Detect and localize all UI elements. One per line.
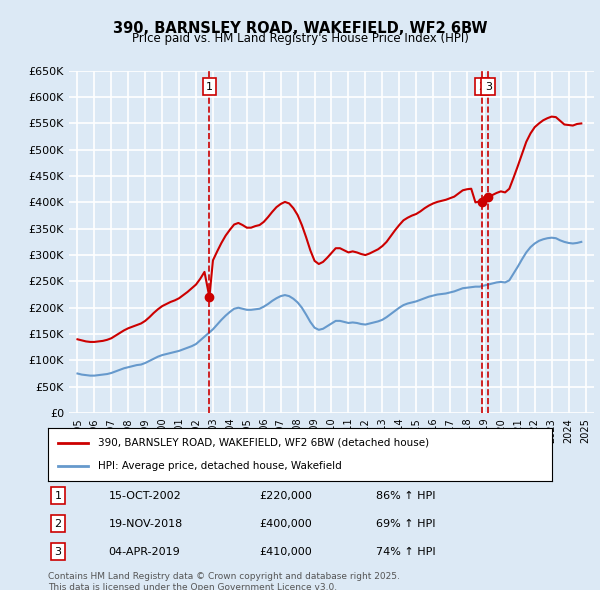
Text: 86% ↑ HPI: 86% ↑ HPI — [376, 491, 435, 501]
Text: £400,000: £400,000 — [260, 519, 313, 529]
Text: 2: 2 — [55, 519, 62, 529]
Text: 3: 3 — [55, 546, 62, 556]
Text: Price paid vs. HM Land Registry's House Price Index (HPI): Price paid vs. HM Land Registry's House … — [131, 32, 469, 45]
Text: £410,000: £410,000 — [260, 546, 313, 556]
Text: 1: 1 — [55, 491, 62, 501]
Text: 1: 1 — [206, 81, 213, 91]
Text: HPI: Average price, detached house, Wakefield: HPI: Average price, detached house, Wake… — [98, 461, 342, 471]
Text: 69% ↑ HPI: 69% ↑ HPI — [376, 519, 435, 529]
Text: £220,000: £220,000 — [260, 491, 313, 501]
Text: 19-NOV-2018: 19-NOV-2018 — [109, 519, 183, 529]
Text: 2: 2 — [478, 81, 485, 91]
Text: 15-OCT-2002: 15-OCT-2002 — [109, 491, 181, 501]
Text: 3: 3 — [485, 81, 492, 91]
Text: 390, BARNSLEY ROAD, WAKEFIELD, WF2 6BW (detached house): 390, BARNSLEY ROAD, WAKEFIELD, WF2 6BW (… — [98, 438, 430, 448]
Text: Contains HM Land Registry data © Crown copyright and database right 2025.
This d: Contains HM Land Registry data © Crown c… — [48, 572, 400, 590]
Text: 04-APR-2019: 04-APR-2019 — [109, 546, 180, 556]
Text: 390, BARNSLEY ROAD, WAKEFIELD, WF2 6BW: 390, BARNSLEY ROAD, WAKEFIELD, WF2 6BW — [113, 21, 487, 35]
Text: 74% ↑ HPI: 74% ↑ HPI — [376, 546, 435, 556]
